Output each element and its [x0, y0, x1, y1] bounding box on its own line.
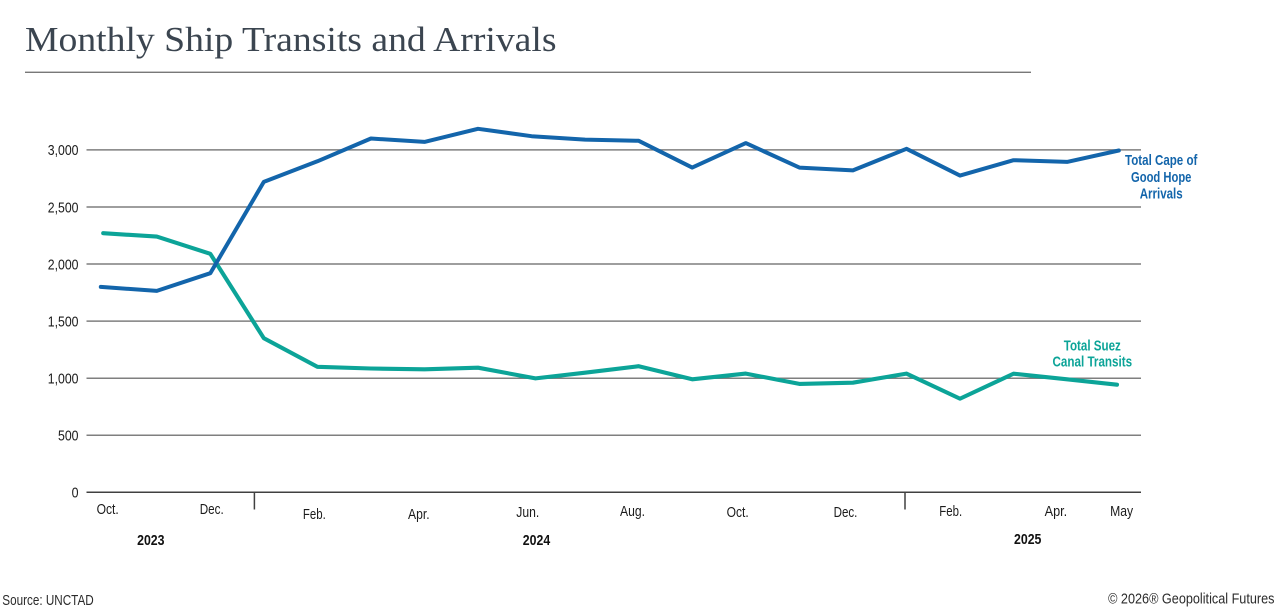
svg-text:2025: 2025	[1014, 531, 1041, 548]
svg-text:2024: 2024	[523, 532, 551, 549]
svg-text:Good Hope: Good Hope	[1131, 169, 1191, 186]
svg-text:Source: UNCTAD: Source: UNCTAD	[2, 592, 94, 609]
svg-text:Feb.: Feb.	[939, 503, 962, 520]
svg-text:Dec.: Dec.	[834, 504, 858, 521]
svg-text:3,000: 3,000	[48, 142, 79, 159]
svg-text:Feb.: Feb.	[303, 506, 326, 523]
svg-text:Dec.: Dec.	[200, 501, 224, 518]
svg-text:Aug.: Aug.	[620, 503, 645, 520]
svg-text:Monthly Ship Transits and Arri: Monthly Ship Transits and Arrivals	[25, 20, 557, 59]
svg-text:Canal Transits: Canal Transits	[1053, 354, 1133, 371]
svg-text:© 2026® Geopolitical Futures: © 2026® Geopolitical Futures	[1108, 591, 1274, 608]
svg-text:Total Cape of: Total Cape of	[1125, 152, 1198, 169]
svg-text:Oct.: Oct.	[727, 504, 749, 521]
svg-text:1,500: 1,500	[48, 313, 79, 330]
svg-text:2023: 2023	[137, 532, 164, 549]
svg-text:Apr.: Apr.	[408, 506, 430, 523]
svg-text:1,000: 1,000	[48, 371, 79, 388]
svg-text:2,000: 2,000	[48, 256, 79, 273]
svg-text:500: 500	[58, 428, 79, 445]
svg-text:2,500: 2,500	[48, 199, 79, 216]
svg-text:Apr.: Apr.	[1045, 503, 1068, 520]
svg-text:Jun.: Jun.	[516, 504, 539, 521]
svg-text:Arrivals: Arrivals	[1140, 185, 1183, 202]
svg-text:Total Suez: Total Suez	[1064, 337, 1121, 354]
svg-text:May: May	[1110, 503, 1133, 520]
svg-text:Oct.: Oct.	[97, 501, 119, 518]
svg-text:0: 0	[72, 485, 79, 502]
